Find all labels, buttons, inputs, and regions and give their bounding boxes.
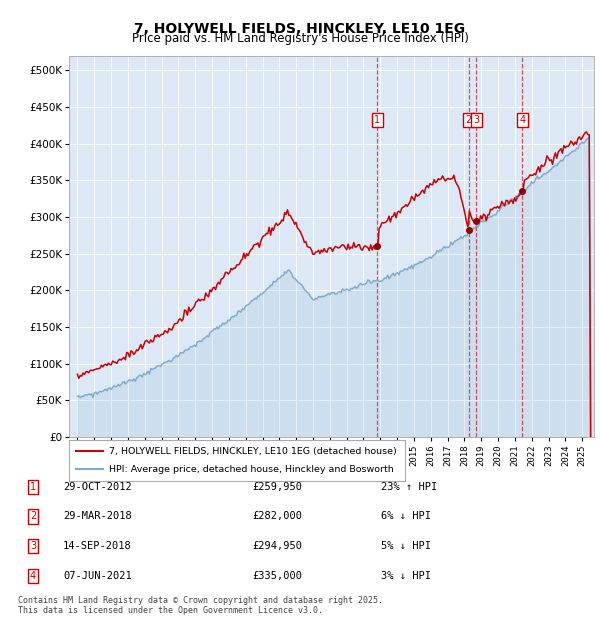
Text: £259,950: £259,950 <box>252 482 302 492</box>
Text: 29-OCT-2012: 29-OCT-2012 <box>63 482 132 492</box>
Text: Contains HM Land Registry data © Crown copyright and database right 2025.
This d: Contains HM Land Registry data © Crown c… <box>18 596 383 615</box>
Text: 29-MAR-2018: 29-MAR-2018 <box>63 512 132 521</box>
Text: 2: 2 <box>466 115 472 125</box>
Text: 7, HOLYWELL FIELDS, HINCKLEY, LE10 1EG (detached house): 7, HOLYWELL FIELDS, HINCKLEY, LE10 1EG (… <box>109 447 397 456</box>
Text: 2: 2 <box>30 512 36 521</box>
Text: 1: 1 <box>30 482 36 492</box>
Text: 3: 3 <box>30 541 36 551</box>
Text: 7, HOLYWELL FIELDS, HINCKLEY, LE10 1EG: 7, HOLYWELL FIELDS, HINCKLEY, LE10 1EG <box>134 22 466 36</box>
Text: 3% ↓ HPI: 3% ↓ HPI <box>381 571 431 581</box>
Text: £335,000: £335,000 <box>252 571 302 581</box>
Text: HPI: Average price, detached house, Hinckley and Bosworth: HPI: Average price, detached house, Hinc… <box>109 465 394 474</box>
Text: 4: 4 <box>519 115 526 125</box>
Text: £294,950: £294,950 <box>252 541 302 551</box>
Text: 23% ↑ HPI: 23% ↑ HPI <box>381 482 437 492</box>
Text: 14-SEP-2018: 14-SEP-2018 <box>63 541 132 551</box>
Text: 4: 4 <box>30 571 36 581</box>
Text: Price paid vs. HM Land Registry's House Price Index (HPI): Price paid vs. HM Land Registry's House … <box>131 32 469 45</box>
Text: £282,000: £282,000 <box>252 512 302 521</box>
Text: 1: 1 <box>374 115 380 125</box>
Text: 6% ↓ HPI: 6% ↓ HPI <box>381 512 431 521</box>
Text: 07-JUN-2021: 07-JUN-2021 <box>63 571 132 581</box>
Text: 3: 3 <box>473 115 479 125</box>
Text: 5% ↓ HPI: 5% ↓ HPI <box>381 541 431 551</box>
